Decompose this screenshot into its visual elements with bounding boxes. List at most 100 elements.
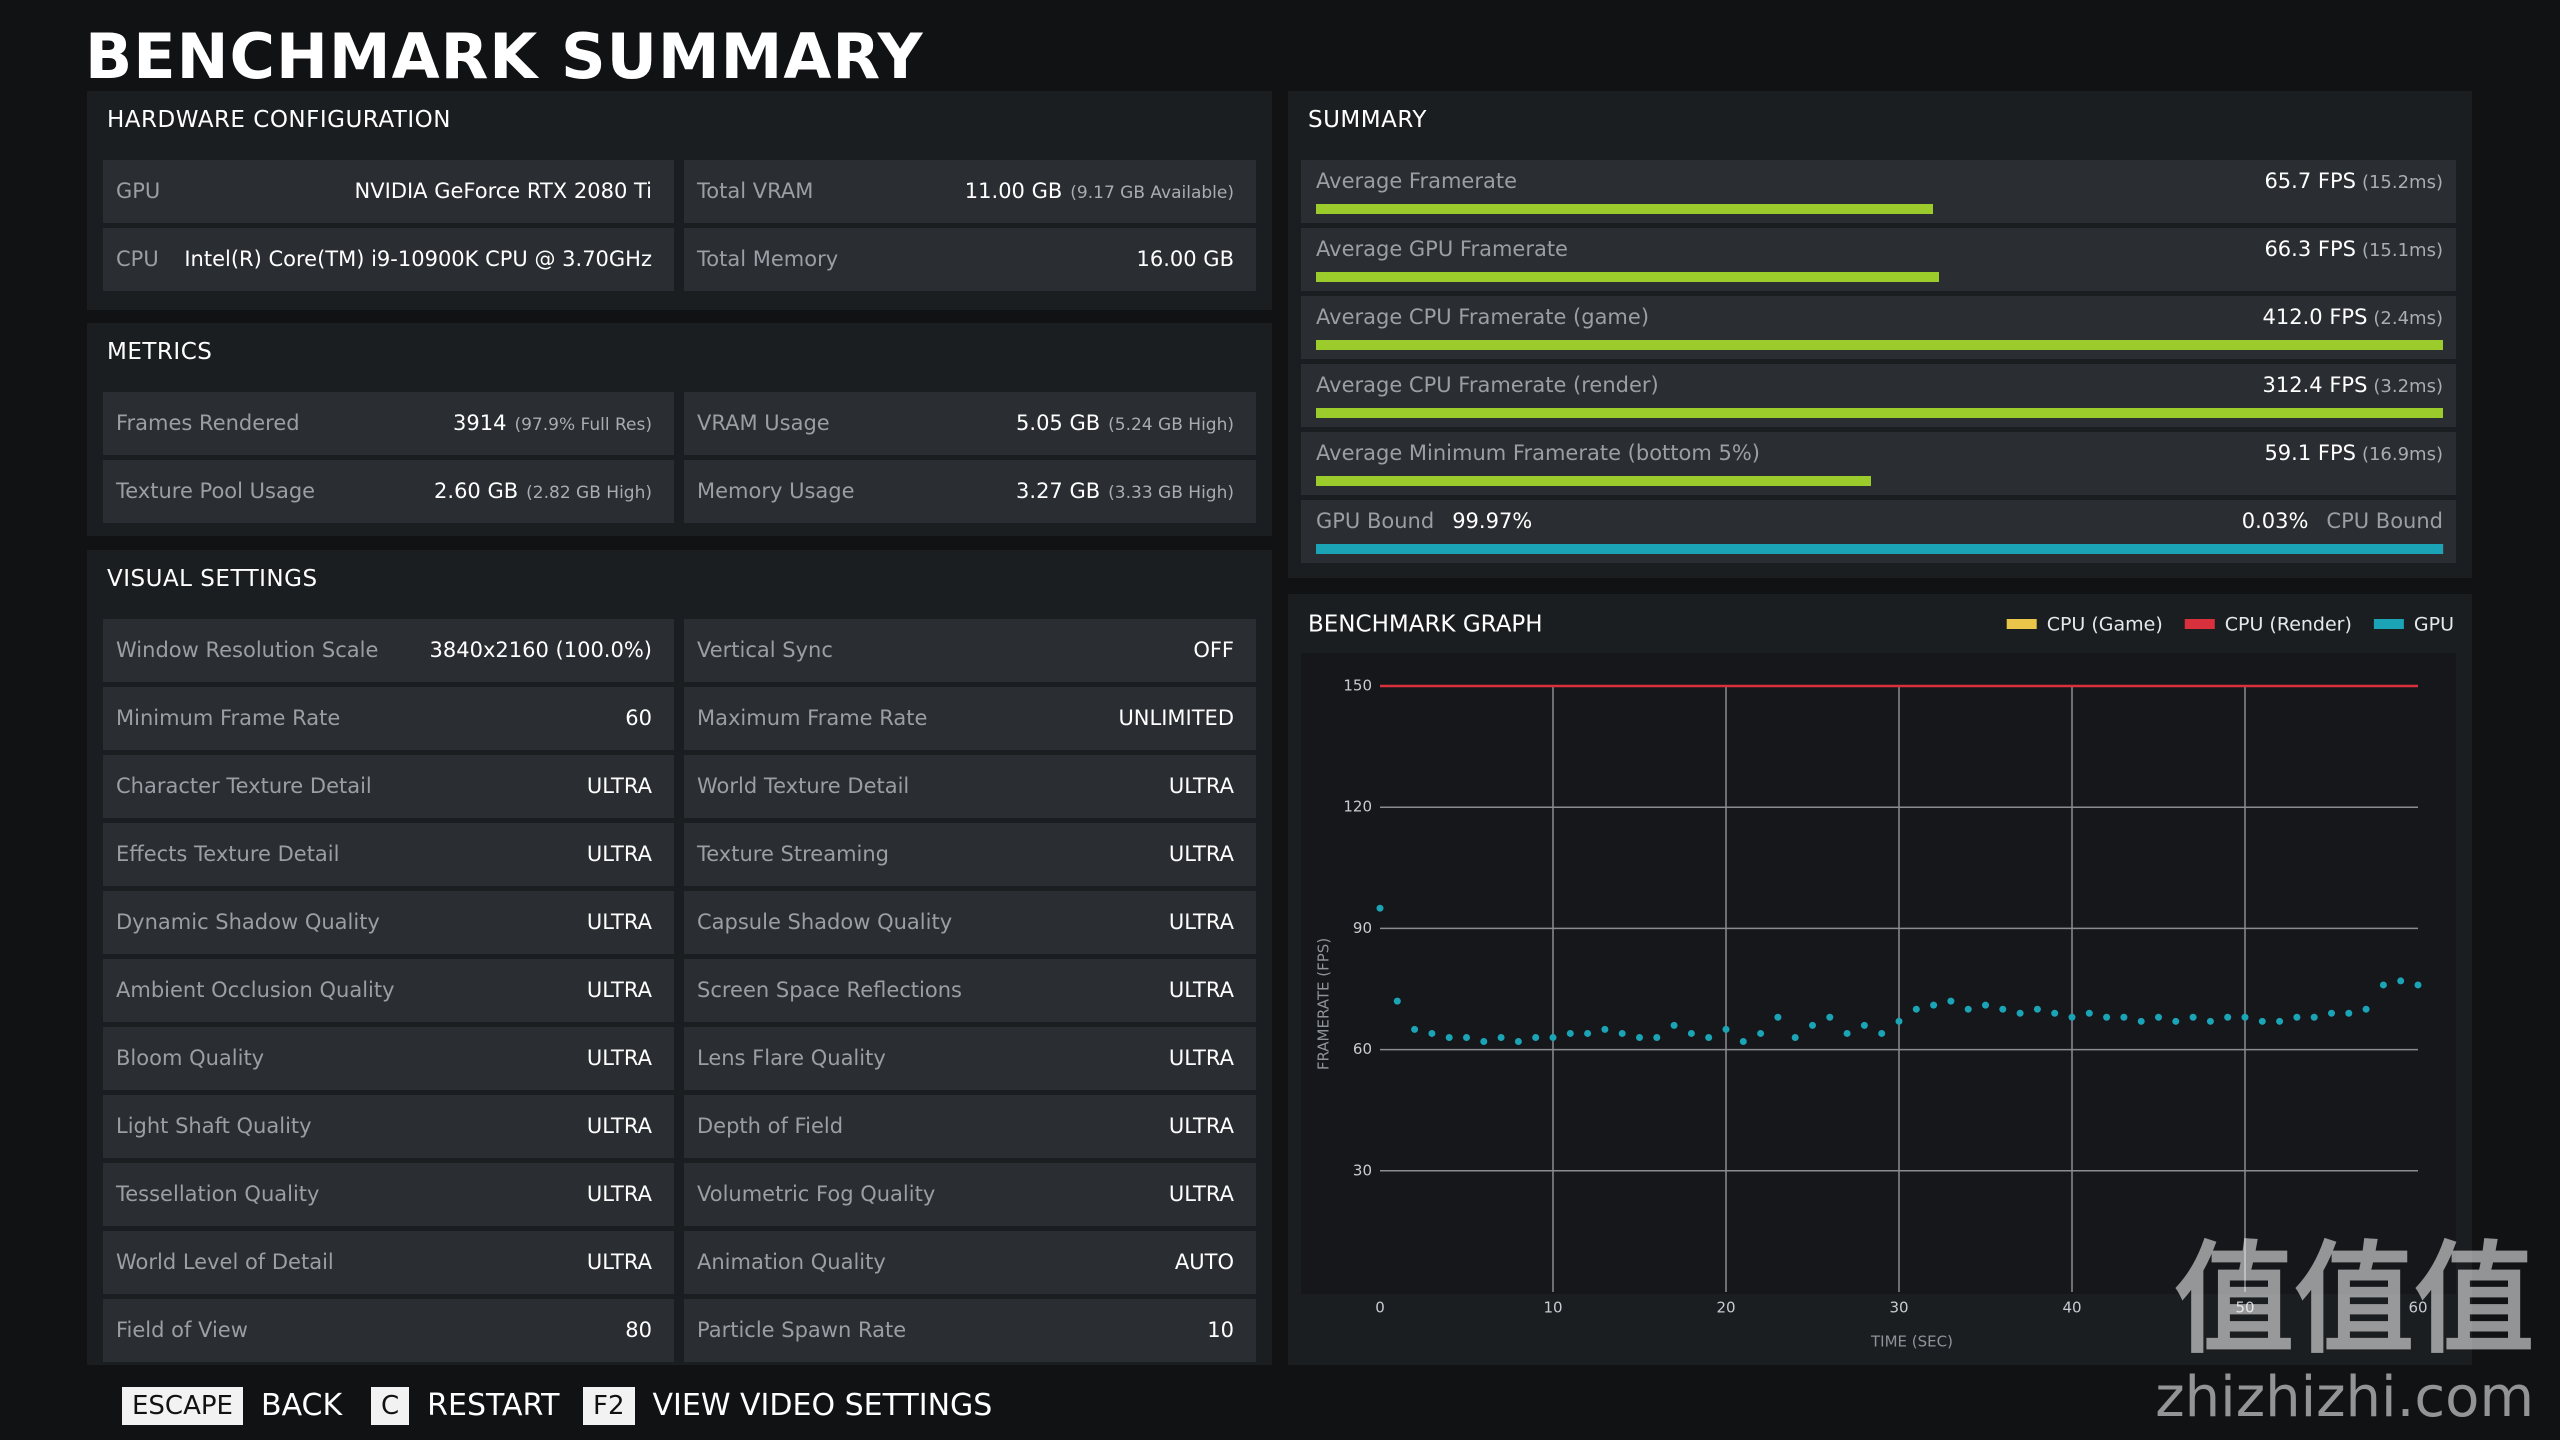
value-note: (97.9% Full Res)	[514, 415, 652, 435]
setting-label: Lens Flare Quality	[697, 1046, 886, 1070]
setting-cell: Ambient Occlusion Quality ULTRA	[103, 959, 674, 1022]
summary-value: 65.7 FPS (15.2ms)	[2264, 166, 2443, 198]
x-axis-label: TIME (SEC)	[1870, 1333, 1953, 1351]
control-button[interactable]: F2 VIEW VIDEO SETTINGS	[583, 1386, 992, 1426]
page-title: BENCHMARK SUMMARY	[85, 20, 924, 93]
setting-value: ULTRA	[587, 959, 652, 1022]
summary-label: Average CPU Framerate (render)	[1316, 373, 1659, 397]
hardware-panel: HARDWARE CONFIGURATION GPU NVIDIA GeForce…	[87, 91, 1272, 310]
setting-value: NVIDIA GeForce RTX 2080 Ti	[355, 160, 652, 223]
value-text: 80	[625, 1318, 652, 1342]
data-point	[1411, 1025, 1419, 1033]
setting-label: VRAM Usage	[697, 411, 830, 435]
value-text: 5.05 GB	[1016, 411, 1101, 435]
graph: BENCHMARK GRAPH FRAMERATE (FPS) TIME (SE…	[1301, 612, 2456, 1351]
x-tick-label: 20	[1716, 1299, 1735, 1317]
data-point	[1722, 1025, 1730, 1033]
setting-cell: Total VRAM 11.00 GB (9.17 GB Available)	[684, 160, 1256, 223]
data-point	[1982, 1001, 1989, 1009]
setting-value: 2.60 GB (2.82 GB High)	[434, 460, 652, 525]
setting-cell: Light Shaft Quality ULTRA	[103, 1095, 674, 1158]
data-point	[1739, 1038, 1747, 1046]
setting-cell: Dynamic Shadow Quality ULTRA	[103, 891, 674, 954]
key-badge: F2	[583, 1387, 635, 1425]
framerate-bar	[1316, 408, 2443, 418]
data-point	[1774, 1013, 1782, 1021]
setting-label: World Level of Detail	[116, 1250, 334, 1274]
value-text: ULTRA	[586, 1114, 652, 1138]
setting-value: 11.00 GB (9.17 GB Available)	[965, 160, 1234, 225]
value-text: ULTRA	[586, 978, 652, 1002]
control-button[interactable]: ESCAPE BACK	[122, 1386, 342, 1426]
setting-value: ULTRA	[587, 1231, 652, 1294]
setting-label: Character Texture Detail	[116, 774, 372, 798]
control-button[interactable]: C RESTART	[371, 1386, 560, 1426]
chart-title: BENCHMARK GRAPH	[1308, 612, 1543, 638]
setting-label: Minimum Frame Rate	[116, 706, 341, 730]
data-point	[1791, 1033, 1799, 1041]
setting-cell: Lens Flare Quality ULTRA	[684, 1027, 1256, 1090]
setting-cell: VRAM Usage 5.05 GB (5.24 GB High)	[684, 392, 1256, 455]
setting-cell: Animation Quality AUTO	[684, 1231, 1256, 1294]
setting-value: ULTRA	[587, 755, 652, 818]
setting-value: ULTRA	[587, 1027, 652, 1090]
setting-label: Texture Pool Usage	[116, 479, 316, 503]
panel-title: VISUAL SETTINGS	[107, 566, 318, 592]
data-point	[1497, 1033, 1505, 1041]
data-point	[1393, 997, 1401, 1005]
panel-title: METRICS	[107, 339, 213, 365]
data-point	[1532, 1033, 1540, 1041]
watermark: 值值值 zhizhizhi.com	[2155, 1236, 2534, 1430]
value-text: ULTRA	[586, 1182, 652, 1206]
ms-text: (16.9ms)	[2361, 444, 2443, 465]
value-text: ULTRA	[1168, 774, 1234, 798]
setting-label: Capsule Shadow Quality	[697, 910, 953, 934]
setting-cell: World Level of Detail ULTRA	[103, 1231, 674, 1294]
value-text: UNLIMITED	[1118, 706, 1234, 730]
setting-cell: World Texture Detail ULTRA	[684, 755, 1256, 818]
setting-label: Effects Texture Detail	[116, 842, 340, 866]
x-tick-label: 50	[2235, 1299, 2254, 1317]
data-point	[2293, 1013, 2301, 1021]
data-point	[1964, 1005, 1972, 1013]
ms-text: (3.2ms)	[2373, 376, 2443, 397]
setting-label: World Texture Detail	[697, 774, 910, 798]
setting-cell: Capsule Shadow Quality ULTRA	[684, 891, 1256, 954]
value-text: 2.60 GB	[434, 479, 519, 503]
setting-value: ULTRA	[1169, 1027, 1234, 1090]
framerate-bar	[1316, 340, 2443, 350]
setting-cell: Memory Usage 3.27 GB (3.33 GB High)	[684, 460, 1256, 523]
legend-swatch	[2006, 619, 2037, 629]
ms-text: (15.2ms)	[2361, 172, 2443, 193]
setting-cell: Maximum Frame Rate UNLIMITED	[684, 687, 1256, 750]
data-point	[1930, 1001, 1938, 1009]
value-text: ULTRA	[1168, 910, 1234, 934]
value-note: (3.33 GB High)	[1108, 483, 1234, 503]
data-point	[1860, 1021, 1868, 1029]
key-badge: ESCAPE	[122, 1387, 243, 1425]
data-point	[1670, 1021, 1678, 1029]
data-point	[1653, 1033, 1661, 1041]
setting-cell: Field of View 80	[103, 1299, 674, 1362]
setting-cell: Frames Rendered 3914 (97.9% Full Res)	[103, 392, 674, 455]
setting-label: Memory Usage	[697, 479, 855, 503]
setting-label: Total Memory	[697, 247, 839, 271]
x-tick-label: 10	[1543, 1299, 1562, 1317]
y-axis-label: FRAMERATE (FPS)	[1315, 938, 1333, 1070]
setting-label: Window Resolution Scale	[116, 638, 379, 662]
framerate-bar	[1316, 272, 1939, 282]
data-point	[1428, 1029, 1436, 1037]
value-text: 60	[625, 706, 652, 730]
framerate-bar	[1316, 204, 1934, 214]
value-text: ULTRA	[586, 842, 652, 866]
setting-cell: Tessellation Quality ULTRA	[103, 1163, 674, 1226]
setting-cell: Total Memory 16.00 GB	[684, 228, 1256, 291]
fps-text: 312.4 FPS	[2262, 373, 2368, 397]
setting-cell: Texture Pool Usage 2.60 GB (2.82 GB High)	[103, 460, 674, 523]
setting-cell: Character Texture Detail ULTRA	[103, 755, 674, 818]
value-text: ULTRA	[586, 774, 652, 798]
metrics-grid: Frames Rendered 3914 (97.9% Full Res) VRAM …	[103, 392, 1256, 523]
data-point	[1549, 1033, 1557, 1041]
ms-text: (15.1ms)	[2361, 240, 2443, 261]
